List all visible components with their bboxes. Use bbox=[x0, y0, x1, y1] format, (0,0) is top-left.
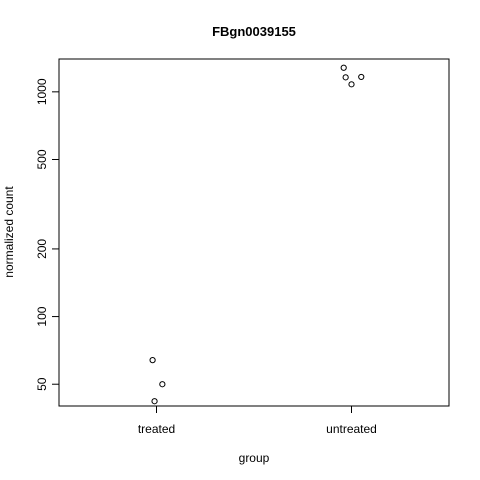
chart-title: FBgn0039155 bbox=[212, 24, 296, 39]
x-tick-label: treated bbox=[138, 422, 175, 436]
data-point bbox=[152, 399, 157, 404]
y-axis-label: normalized count bbox=[2, 186, 16, 278]
y-tick-label: 500 bbox=[35, 149, 49, 169]
data-point bbox=[349, 82, 354, 87]
data-point bbox=[343, 75, 348, 80]
y-tick-label: 1000 bbox=[35, 78, 49, 105]
data-point bbox=[150, 358, 155, 363]
data-point bbox=[341, 65, 346, 70]
x-axis: treated untreated bbox=[138, 406, 377, 436]
y-axis: 50 100 200 500 1000 bbox=[35, 78, 59, 391]
data-point bbox=[359, 74, 364, 79]
y-tick-label: 100 bbox=[35, 306, 49, 326]
plot-frame bbox=[59, 59, 449, 406]
x-tick-label: untreated bbox=[326, 422, 377, 436]
data-points bbox=[150, 65, 364, 404]
y-tick-label: 50 bbox=[35, 377, 49, 391]
y-tick-label: 200 bbox=[35, 239, 49, 259]
data-point bbox=[160, 382, 165, 387]
x-axis-label: group bbox=[239, 451, 270, 465]
